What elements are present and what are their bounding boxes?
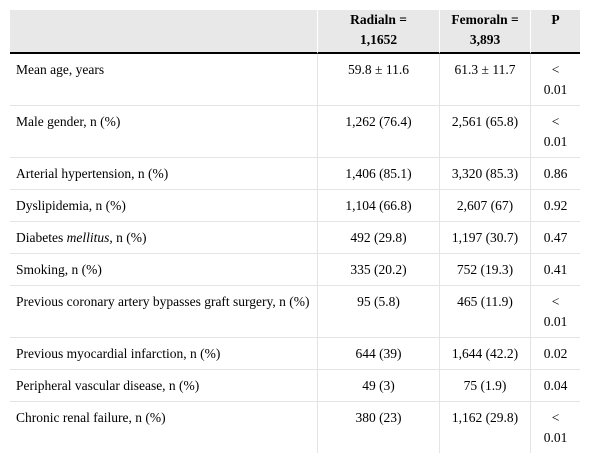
row-label: Peripheral vascular disease, n (%)	[10, 370, 317, 402]
femoral-value: 1,644 (42.2)	[439, 338, 530, 370]
radial-value: 49 (3)	[317, 370, 439, 402]
row-label: Smoking, n (%)	[10, 254, 317, 286]
row-label: Previous myocardial infarction, n (%)	[10, 338, 317, 370]
row-label: Arterial hypertension, n (%)	[10, 158, 317, 190]
p-value: < 0.01	[530, 402, 580, 453]
p-value: 0.41	[530, 254, 580, 286]
p-value-line1: <	[551, 114, 560, 129]
p-value: < 0.01	[530, 286, 580, 338]
table-row: Mean age, years 59.8 ± 11.6 61.3 ± 11.7 …	[10, 54, 580, 106]
femoral-value: 3,320 (85.3)	[439, 158, 530, 190]
header-femoral: Femoraln = 3,893	[439, 10, 530, 54]
radial-value: 95 (5.8)	[317, 286, 439, 338]
p-value-line2: 0.01	[543, 82, 568, 97]
radial-value: 644 (39)	[317, 338, 439, 370]
radial-value: 1,406 (85.1)	[317, 158, 439, 190]
p-value: < 0.01	[530, 106, 580, 158]
header-p-value: P	[530, 10, 580, 54]
table-row: Arterial hypertension, n (%) 1,406 (85.1…	[10, 158, 580, 190]
p-value-line1: <	[551, 410, 560, 425]
header-radial: Radialn = 1,1652	[317, 10, 439, 54]
header-variable	[10, 10, 317, 54]
radial-value: 1,104 (66.8)	[317, 190, 439, 222]
table-body: Mean age, years 59.8 ± 11.6 61.3 ± 11.7 …	[10, 54, 580, 453]
femoral-value: 2,607 (67)	[439, 190, 530, 222]
femoral-value: 1,162 (29.8)	[439, 402, 530, 453]
p-value-line1: <	[551, 62, 560, 77]
p-value: 0.92	[530, 190, 580, 222]
p-value-line2: 0.01	[543, 430, 568, 445]
row-label-pre: Diabetes	[16, 230, 67, 245]
table-row: Smoking, n (%) 335 (20.2) 752 (19.3) 0.4…	[10, 254, 580, 286]
row-label-emphasis: mellitus	[66, 230, 110, 245]
table-row: Diabetes mellitus, n (%) 492 (29.8) 1,19…	[10, 222, 580, 254]
header-radial-line2: 1,1652	[359, 32, 398, 47]
baseline-characteristics-table: Radialn = 1,1652 Femoraln = 3,893 P Mean…	[10, 10, 580, 453]
row-label: Chronic renal failure, n (%)	[16, 410, 166, 425]
femoral-value: 2,561 (65.8)	[439, 106, 530, 158]
header-femoral-line1: Femoraln =	[451, 12, 519, 27]
femoral-value: 61.3 ± 11.7	[439, 54, 530, 106]
radial-value: 492 (29.8)	[317, 222, 439, 254]
p-value-line1: <	[551, 294, 560, 309]
radial-value: 335 (20.2)	[317, 254, 439, 286]
baseline-characteristics-table-container: Radialn = 1,1652 Femoraln = 3,893 P Mean…	[10, 10, 580, 453]
p-value: 0.86	[530, 158, 580, 190]
table-row: Previous myocardial infarction, n (%) 64…	[10, 338, 580, 370]
table-row: Previous coronary artery bypasses graft …	[10, 286, 580, 338]
femoral-value: 465 (11.9)	[439, 286, 530, 338]
header-radial-line1: Radialn =	[350, 12, 407, 27]
row-label: Diabetes mellitus, n (%)	[10, 222, 317, 254]
table-row: Male gender, n (%) 1,262 (76.4) 2,561 (6…	[10, 106, 580, 158]
p-value: 0.47	[530, 222, 580, 254]
radial-value: 59.8 ± 11.6	[317, 54, 439, 106]
p-value-line2: 0.01	[543, 134, 568, 149]
table-row: Chronic renal failure, n (%) 380 (23) 1,…	[10, 402, 580, 453]
radial-value: 380 (23)	[317, 402, 439, 453]
row-label: Mean age, years	[10, 54, 317, 106]
p-value: 0.02	[530, 338, 580, 370]
row-label-post: , n (%)	[109, 230, 147, 245]
radial-value: 1,262 (76.4)	[317, 106, 439, 158]
table-header: Radialn = 1,1652 Femoraln = 3,893 P	[10, 10, 580, 54]
p-value: 0.04	[530, 370, 580, 402]
femoral-value: 1,197 (30.7)	[439, 222, 530, 254]
row-label: Male gender, n (%)	[10, 106, 317, 158]
femoral-value: 752 (19.3)	[439, 254, 530, 286]
header-row: Radialn = 1,1652 Femoraln = 3,893 P	[10, 10, 580, 54]
row-label: Previous coronary artery bypasses graft …	[10, 286, 317, 338]
p-value-line2: 0.01	[543, 314, 568, 329]
table-row: Peripheral vascular disease, n (%) 49 (3…	[10, 370, 580, 402]
row-label: Dyslipidemia, n (%)	[10, 190, 317, 222]
table-row: Dyslipidemia, n (%) 1,104 (66.8) 2,607 (…	[10, 190, 580, 222]
header-femoral-line2: 3,893	[469, 32, 501, 47]
p-value: < 0.01	[530, 54, 580, 106]
femoral-value: 75 (1.9)	[439, 370, 530, 402]
